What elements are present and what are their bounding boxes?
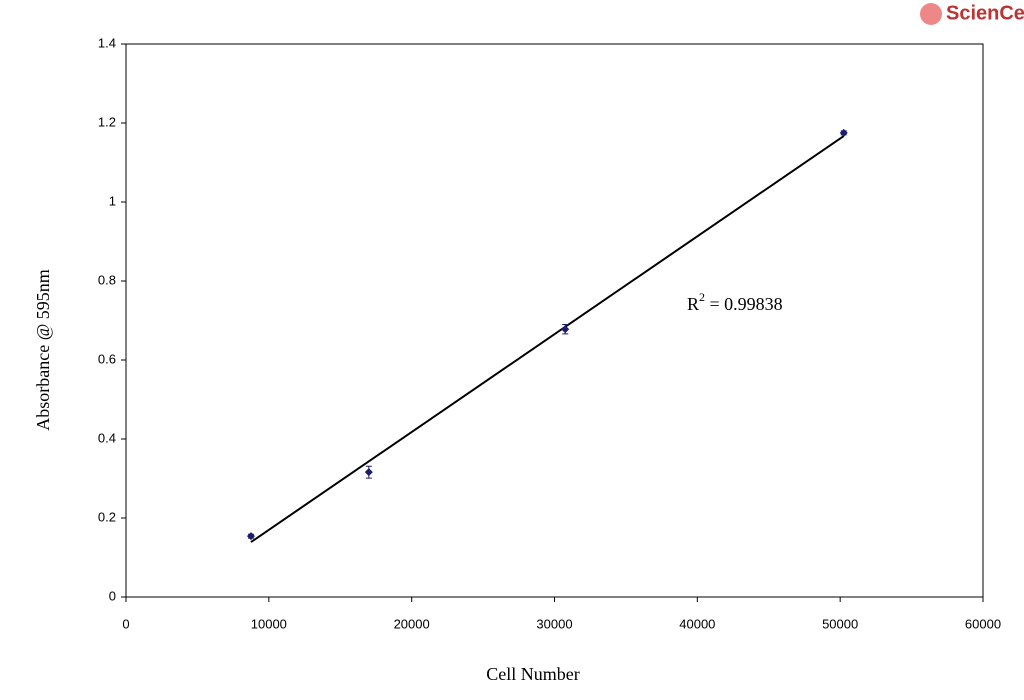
y-tick-label: 0.8 [98, 272, 116, 287]
x-axis-title: Cell Number [486, 664, 579, 684]
x-tick-label: 40000 [679, 616, 715, 631]
trend-line [250, 135, 845, 543]
y-tick-label: 0 [109, 588, 116, 603]
data-point [364, 468, 373, 477]
x-tick-label: 10000 [251, 616, 287, 631]
y-tick-label: 0.2 [98, 509, 116, 524]
data-point [561, 325, 570, 334]
annotation-value: = 0.99838 [705, 294, 783, 314]
annotation-superscript: 2 [699, 290, 705, 304]
logo-icon [920, 3, 942, 25]
x-tick-label: 30000 [536, 616, 572, 631]
y-tick-label: 1.4 [98, 35, 116, 50]
x-tick-label: 50000 [822, 616, 858, 631]
data-point [839, 128, 848, 137]
y-tick-label: 0.6 [98, 351, 116, 366]
annotation: R2 = 0.99838 [687, 290, 783, 314]
y-tick-label: 1 [109, 193, 116, 208]
x-tick-label: 60000 [965, 616, 1001, 631]
x-tick-label: 0 [122, 616, 129, 631]
y-tick-label: 0.4 [98, 430, 116, 445]
y-tick-label: 1.2 [98, 114, 116, 129]
plot-frame [125, 43, 984, 598]
annotation-text: R [687, 294, 699, 314]
x-tick-label: 20000 [394, 616, 430, 631]
y-axis-title: Absorbance @ 595nm [33, 269, 53, 431]
data-point [246, 532, 255, 541]
logo: ScienCell [946, 2, 1024, 24]
